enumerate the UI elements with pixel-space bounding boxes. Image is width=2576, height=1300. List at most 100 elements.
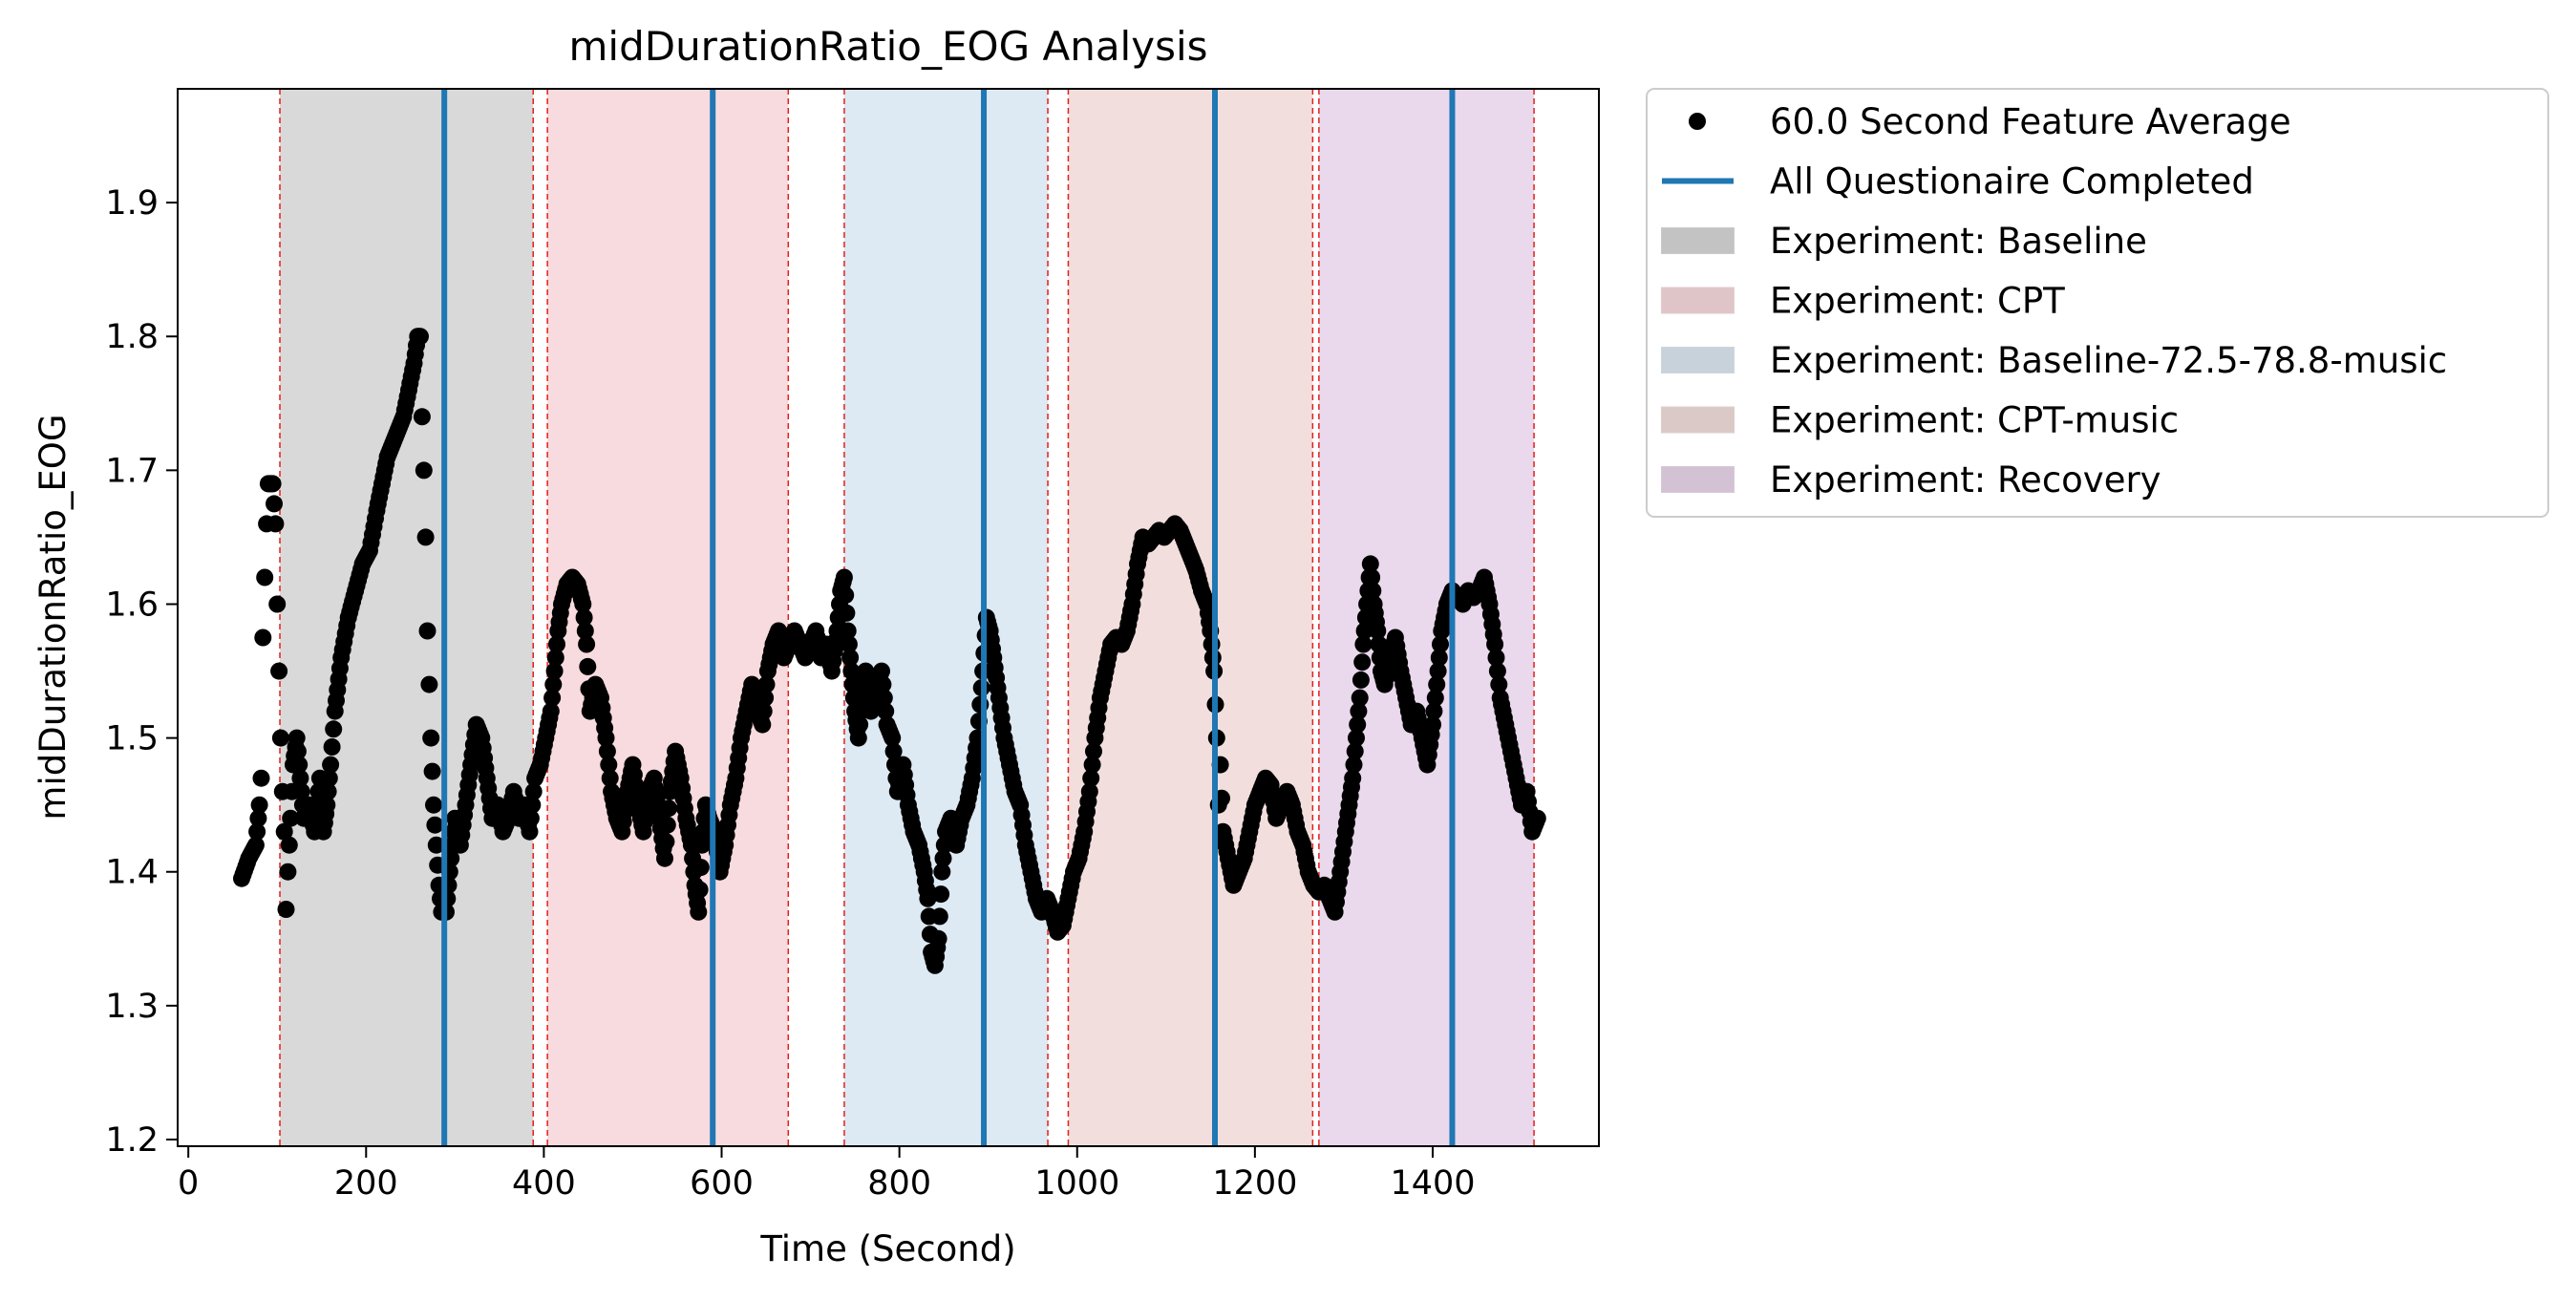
data-point xyxy=(418,622,436,640)
data-point xyxy=(1490,675,1508,693)
data-point xyxy=(884,729,902,747)
data-point xyxy=(319,782,337,800)
data-point xyxy=(838,604,856,622)
data-point xyxy=(292,782,310,800)
data-point xyxy=(268,595,287,613)
data-point xyxy=(254,629,272,647)
data-point xyxy=(256,568,274,586)
legend-label: Experiment: Baseline xyxy=(1770,221,2147,262)
y-tick-label: 1.9 xyxy=(105,184,159,223)
legend: 60.0 Second Feature Average All Questiona… xyxy=(1646,88,2549,518)
data-point xyxy=(412,328,429,346)
data-point xyxy=(320,769,338,787)
data-point xyxy=(521,822,539,841)
data-point xyxy=(1370,635,1388,653)
data-point xyxy=(543,689,562,707)
data-point xyxy=(427,836,445,854)
data-point xyxy=(426,816,444,834)
data-point xyxy=(287,729,306,747)
data-point xyxy=(288,742,307,760)
data-point xyxy=(413,408,431,426)
x-axis-label: Time (Second) xyxy=(759,1228,1015,1269)
data-point xyxy=(546,649,564,667)
data-point xyxy=(271,729,289,747)
data-point xyxy=(325,720,343,738)
data-point xyxy=(249,809,267,827)
data-point xyxy=(1361,555,1379,573)
data-point xyxy=(290,756,309,774)
data-point xyxy=(578,635,596,653)
data-point xyxy=(1429,662,1447,680)
data-point xyxy=(877,702,895,720)
legend-label: Experiment: Baseline-72.5-78.8-music xyxy=(1770,340,2447,381)
data-point xyxy=(919,889,937,907)
data-point xyxy=(1351,689,1369,707)
data-point xyxy=(415,461,433,480)
x-tick-label: 1400 xyxy=(1390,1164,1475,1203)
data-point xyxy=(579,657,597,675)
data-point xyxy=(574,595,592,613)
data-point xyxy=(1350,702,1368,720)
legend-patch xyxy=(1661,347,1735,373)
data-point xyxy=(1528,809,1546,827)
region-2 xyxy=(843,89,1049,1146)
region-boundary-lines xyxy=(279,89,1535,1146)
data-point xyxy=(601,769,619,787)
data-point xyxy=(575,608,593,627)
data-point xyxy=(851,715,869,734)
data-point xyxy=(1424,715,1441,734)
data-point xyxy=(839,622,857,640)
y-tick-label: 1.4 xyxy=(105,854,159,892)
data-point xyxy=(522,809,540,827)
y-axis-ticks: 1.2 1.3 1.4 1.5 1.6 1.7 1.8 1.9 xyxy=(105,184,178,1160)
data-point xyxy=(1428,675,1446,693)
data-point xyxy=(416,528,435,546)
data-point xyxy=(1426,689,1444,707)
x-tick-label: 200 xyxy=(334,1164,398,1203)
questionnaire-lines xyxy=(441,89,1456,1146)
data-point xyxy=(275,822,293,841)
data-point xyxy=(266,515,285,533)
data-point xyxy=(1085,742,1102,760)
data-point xyxy=(1425,702,1443,720)
data-point xyxy=(930,907,948,926)
data-point xyxy=(690,903,708,921)
legend-patch xyxy=(1661,466,1735,493)
data-point xyxy=(598,742,616,760)
data-point xyxy=(932,885,950,904)
region-0 xyxy=(280,89,534,1146)
data-point xyxy=(929,929,947,948)
y-axis-label: midDurationRatio_EOG xyxy=(32,414,74,820)
data-point xyxy=(842,662,861,680)
data-point xyxy=(1432,635,1449,653)
data-point xyxy=(934,849,952,867)
data-point xyxy=(835,568,853,586)
data-point xyxy=(250,796,268,814)
data-point xyxy=(884,742,903,760)
data-point xyxy=(282,809,300,827)
data-point xyxy=(597,729,615,747)
y-tick-label: 1.5 xyxy=(105,720,159,758)
data-point xyxy=(1363,568,1381,586)
data-point xyxy=(1354,635,1373,653)
data-point xyxy=(252,769,270,787)
data-point xyxy=(1352,671,1370,689)
data-point xyxy=(1488,662,1506,680)
experiment-regions xyxy=(280,89,1535,1146)
x-tick-label: 400 xyxy=(512,1164,576,1203)
x-axis-ticks: 0 200 400 600 800 1000 1200 1400 xyxy=(178,1146,1476,1203)
data-point xyxy=(1355,622,1373,640)
data-point xyxy=(1080,782,1098,800)
data-point xyxy=(1082,769,1100,787)
legend-label: Experiment: CPT-music xyxy=(1770,400,2179,441)
region-3 xyxy=(1068,89,1313,1146)
data-point xyxy=(542,702,560,720)
data-point xyxy=(544,675,563,693)
data-point xyxy=(1083,756,1101,774)
data-point xyxy=(933,863,951,881)
data-point xyxy=(841,649,860,667)
data-point xyxy=(1348,729,1365,747)
data-point xyxy=(1344,769,1362,787)
y-tick-label: 1.3 xyxy=(105,988,159,1026)
